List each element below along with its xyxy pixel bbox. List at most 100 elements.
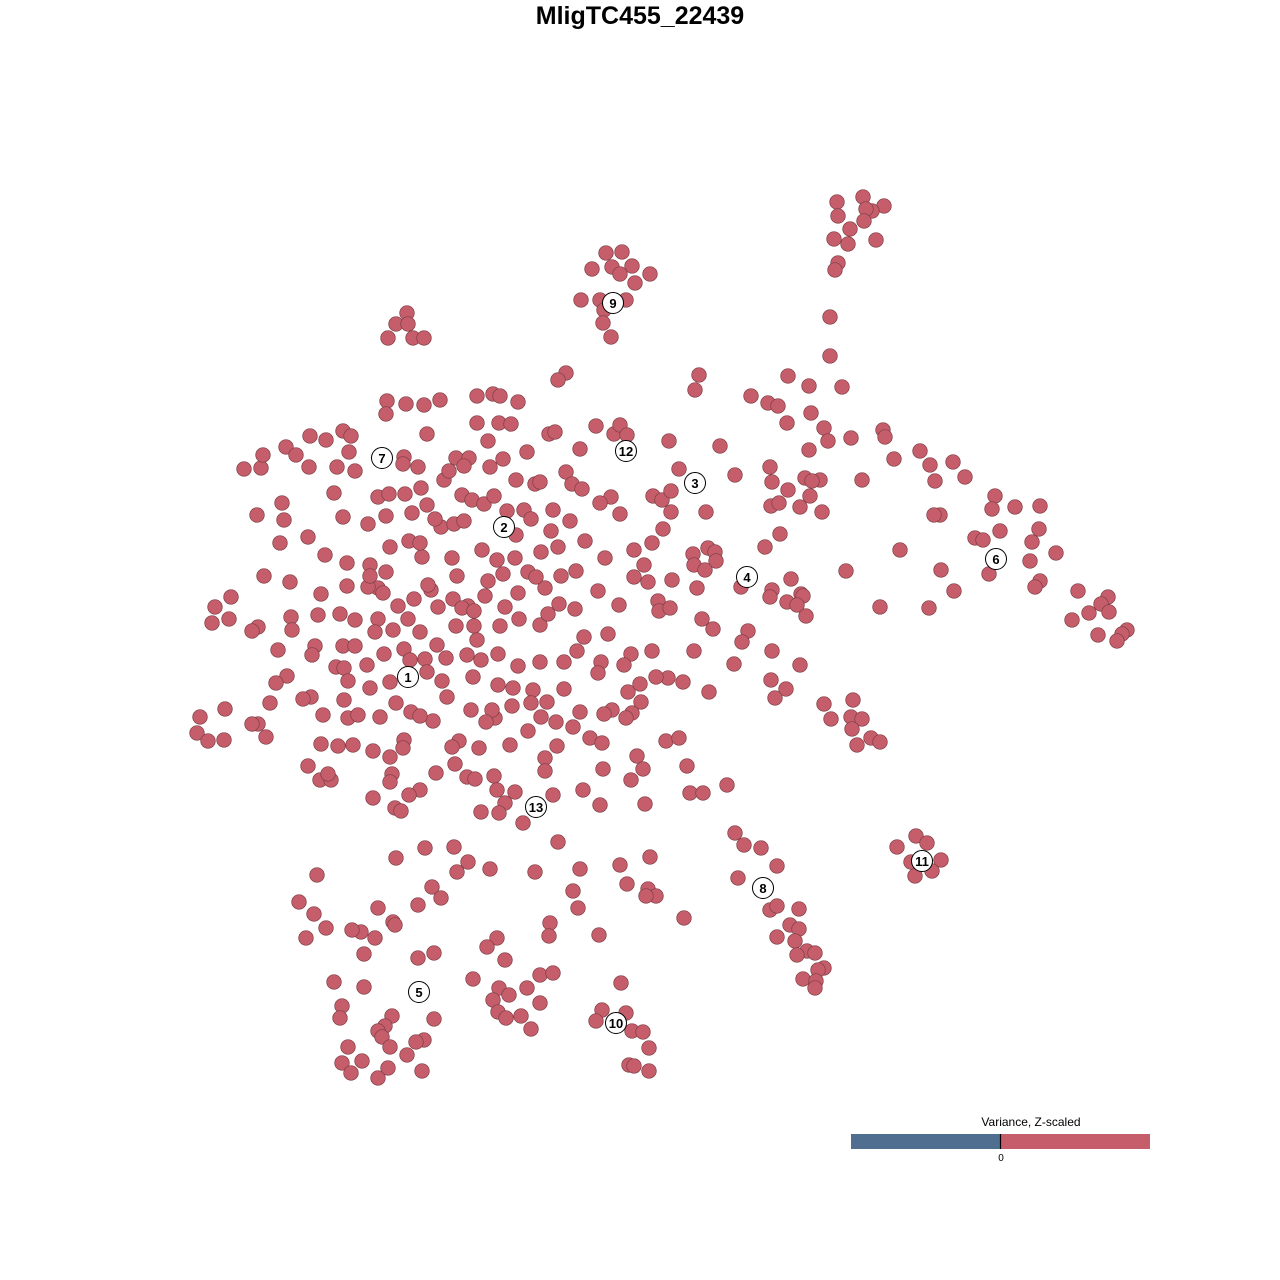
data-point	[223, 589, 239, 605]
data-point	[497, 599, 513, 615]
data-point	[310, 607, 326, 623]
data-point	[933, 562, 949, 578]
data-point	[801, 442, 817, 458]
data-point	[550, 539, 566, 555]
data-point	[511, 611, 527, 627]
data-point	[268, 675, 284, 691]
data-point	[501, 987, 517, 1003]
data-point	[762, 459, 778, 475]
data-point	[326, 974, 342, 990]
data-point	[449, 864, 465, 880]
data-point	[626, 542, 642, 558]
data-point	[344, 922, 360, 938]
data-point	[217, 701, 233, 717]
data-point	[844, 721, 860, 737]
cluster-label-text: 4	[743, 570, 751, 585]
data-point	[466, 618, 482, 634]
data-point	[495, 451, 511, 467]
cluster-label: 1	[397, 666, 419, 688]
data-point	[612, 506, 628, 522]
data-point	[576, 629, 592, 645]
data-point	[644, 535, 660, 551]
data-point	[302, 428, 318, 444]
data-point	[626, 1058, 642, 1074]
data-point	[414, 1063, 430, 1079]
cluster-label-text: 7	[378, 451, 385, 466]
data-point	[345, 737, 361, 753]
data-point	[420, 577, 436, 593]
data-point	[329, 459, 345, 475]
data-point	[382, 774, 398, 790]
data-point	[416, 330, 432, 346]
data-point	[612, 857, 628, 873]
data-point	[592, 797, 608, 813]
data-point	[486, 768, 502, 784]
data-point	[640, 574, 656, 590]
data-point	[258, 729, 274, 745]
data-point	[380, 1060, 396, 1076]
data-point	[770, 398, 786, 414]
data-point	[326, 485, 342, 501]
data-point	[279, 668, 295, 684]
data-point	[532, 474, 548, 490]
data-point	[520, 723, 536, 739]
data-point	[320, 766, 336, 782]
data-point	[712, 438, 728, 454]
data-point	[575, 782, 591, 798]
data-point	[318, 432, 334, 448]
data-point	[412, 535, 428, 551]
data-point	[595, 315, 611, 331]
data-point	[780, 482, 796, 498]
data-point	[469, 415, 485, 431]
data-point	[771, 495, 787, 511]
data-point	[343, 428, 359, 444]
data-point	[283, 609, 299, 625]
data-point	[378, 564, 394, 580]
data-point	[635, 761, 651, 777]
legend-title: Variance, Z-scaled	[981, 1115, 1081, 1129]
data-point	[347, 638, 363, 654]
data-point	[556, 654, 572, 670]
data-point	[1109, 633, 1125, 649]
data-point	[410, 897, 426, 913]
data-point	[413, 480, 429, 496]
data-point	[694, 611, 710, 627]
data-point	[603, 329, 619, 345]
data-point	[301, 459, 317, 475]
data-point	[474, 542, 490, 558]
data-point	[336, 692, 352, 708]
data-point	[816, 420, 832, 436]
data-point	[637, 796, 653, 812]
data-point	[300, 758, 316, 774]
data-point	[663, 504, 679, 520]
data-point	[439, 689, 455, 705]
data-point	[588, 1013, 604, 1029]
data-point	[691, 367, 707, 383]
data-point	[387, 917, 403, 933]
cluster-label: 5	[408, 981, 430, 1003]
data-point	[374, 1029, 390, 1045]
data-point	[719, 777, 735, 793]
data-point	[641, 1040, 657, 1056]
data-point	[708, 553, 724, 569]
data-point	[315, 707, 331, 723]
data-point	[486, 488, 502, 504]
data-point	[189, 725, 205, 741]
data-point	[877, 429, 893, 445]
data-point	[365, 743, 381, 759]
data-point	[278, 439, 294, 455]
data-point	[448, 618, 464, 634]
data-point	[503, 416, 519, 432]
data-point	[438, 650, 454, 666]
data-point	[698, 504, 714, 520]
data-point	[1027, 579, 1043, 595]
data-point	[769, 898, 785, 914]
data-point	[798, 608, 814, 624]
data-point	[543, 523, 559, 539]
data-point	[382, 1039, 398, 1055]
data-point	[594, 735, 610, 751]
data-point	[767, 690, 783, 706]
data-point	[551, 596, 567, 612]
